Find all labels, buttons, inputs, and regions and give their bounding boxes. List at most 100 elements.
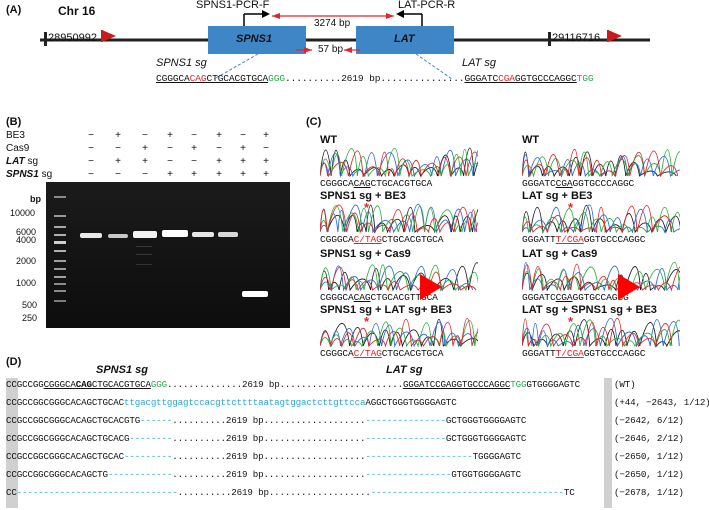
lane-sign: − — [88, 169, 94, 180]
lane-sign: − — [167, 143, 173, 154]
panel-d-sg2: LAT sg — [386, 364, 423, 376]
ladder-4000: 4000 — [16, 235, 37, 245]
chromosome-label: Chr 16 — [58, 4, 96, 18]
lane-sign: − — [88, 156, 94, 167]
trace-path — [320, 149, 478, 178]
lane-sign: − — [115, 169, 121, 180]
trace-path — [522, 207, 680, 234]
alignment-ins-note: (+44, −2643, 1/12) — [614, 397, 709, 408]
sg1-label: SPNS1 sg — [156, 57, 207, 69]
chromatogram-trace — [320, 147, 478, 178]
lane-sign: − — [142, 169, 148, 180]
chromatogram-title: LAT sg + BE3 — [522, 190, 593, 202]
gene2-label: LAT — [394, 33, 415, 45]
alignment-deletion-note: (−2650, 1/12) — [614, 469, 684, 480]
chromatogram-title: WT — [522, 134, 540, 146]
chromatogram-title: SPNS1 sg + Cas9 — [320, 248, 411, 260]
chromatogram-title: LAT sg + SPNS1 sg + BE3 — [522, 304, 657, 316]
trace-path — [522, 263, 680, 292]
bp-unit: bp — [30, 194, 41, 204]
left-arrow-flag — [102, 30, 116, 42]
row-label-be3: BE3 — [6, 130, 25, 141]
coord-left: 28950992 — [48, 32, 97, 44]
chromatogram-trace — [522, 204, 680, 234]
alignment-ins-row: CCGCCGGCGGGCACAGCTGCACttgacgttggagtccacg… — [6, 397, 457, 408]
cut-site-marker — [618, 274, 640, 300]
trace-path — [320, 205, 478, 233]
chromatogram-sequence: GGGATCCGAGGTGCCAGGG — [522, 292, 629, 303]
mutation-star: * — [568, 200, 574, 215]
lat-gene-box — [356, 26, 454, 54]
lane-sign: + — [216, 169, 222, 180]
panel-c-letter: (C) — [306, 116, 322, 128]
chromatogram-trace — [320, 203, 478, 234]
lane-sign: + — [263, 130, 269, 141]
panel-b-letter: (B) — [6, 116, 22, 128]
alignment-wt-note: (WT) — [614, 379, 636, 390]
coord-right: 29116716 — [552, 32, 601, 44]
lane-sign: + — [240, 156, 246, 167]
lane-sign: + — [167, 169, 173, 180]
lane-sign: − — [88, 130, 94, 141]
primer-f-label: SPNS1-PCR-F — [196, 0, 270, 11]
lane-sign: − — [240, 130, 246, 141]
lane-sign: + — [240, 169, 246, 180]
chromatogram-sequence: GGGATTT/CGAGGTGCCCAGGC — [522, 348, 646, 359]
right-shade — [604, 378, 612, 508]
right-bracket — [548, 32, 551, 46]
trace-path — [320, 203, 478, 234]
primer-r-label: LAT-PCR-R — [398, 0, 456, 11]
lane-sign: − — [191, 156, 197, 167]
chromatogram-sequence: GGGATCCGAGGTGCCCAGGC — [522, 178, 635, 189]
chromatogram-sequence: CGGGCACAGCTGCACGTGCA — [320, 178, 433, 189]
lane-sign: − — [88, 143, 94, 154]
panel-a-letter: (A) — [6, 4, 22, 16]
chromatogram-sequence: CGGGCAC/TAGCTGCACGTGCA — [320, 234, 444, 245]
lane-sign: − — [216, 143, 222, 154]
chromatogram-trace — [320, 318, 478, 348]
mutation-star: * — [364, 314, 370, 329]
trace-path — [320, 319, 478, 348]
trace-path — [522, 149, 680, 178]
sg2-label: LAT sg — [462, 57, 497, 69]
trace-path — [522, 204, 680, 234]
ladder-250: 250 — [22, 313, 38, 323]
trace-path — [320, 266, 477, 292]
gene-map — [40, 10, 650, 80]
mutation-star: * — [568, 314, 574, 329]
mutation-star: * — [364, 200, 370, 215]
dist-long-label: 3274 bp — [314, 18, 351, 29]
primer-r-arrow — [396, 10, 404, 18]
chromatogram-trace — [320, 262, 478, 292]
alignment-deletion-row: CC------------------------------........… — [6, 487, 575, 498]
chromatogram-trace — [522, 318, 680, 348]
trace-path — [320, 320, 478, 348]
ladder-2000: 2000 — [16, 256, 37, 266]
lane-sign: − — [142, 130, 148, 141]
lane-sign: − — [115, 143, 121, 154]
chromatogram-title: WT — [320, 134, 338, 146]
right-arrow-flag — [608, 30, 622, 42]
panel-d-letter: (D) — [6, 356, 22, 368]
gene1-label: SPNS1 — [236, 33, 273, 45]
chromatogram-sequence: CGGGCAC/TAGCTGCACGTGCA — [320, 348, 444, 359]
alignment-deletion-row: CCGCCGGCGGGCACAGCTGCACGTG------.........… — [6, 415, 527, 426]
gel-image — [46, 182, 290, 328]
lane-sign: − — [167, 156, 173, 167]
lane-sign: + — [216, 156, 222, 167]
lane-sign: + — [115, 156, 121, 167]
trace-path — [522, 318, 673, 348]
alignment-deletion-note: (−2646, 2/12) — [614, 433, 684, 444]
chromatogram-trace — [522, 149, 680, 178]
lane-sign: + — [263, 169, 269, 180]
left-bracket — [44, 32, 47, 46]
alignment-deletion-note: (−2650, 1/12) — [614, 451, 684, 462]
chromatogram-sequence: GGGATTT/CGAGGTGCCCAGGC — [522, 234, 646, 245]
lane-sign: + — [263, 156, 269, 167]
lane-sign: + — [167, 130, 173, 141]
lane-sign: − — [191, 130, 197, 141]
lane-sign: + — [191, 143, 197, 154]
trace-path — [320, 204, 478, 234]
ladder-10000: 10000 — [10, 208, 36, 218]
lane-sign: + — [240, 143, 246, 154]
